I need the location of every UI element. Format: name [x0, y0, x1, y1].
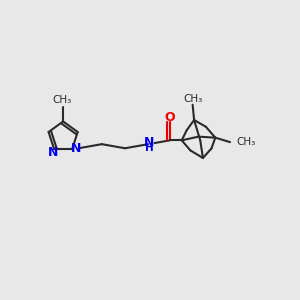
Text: CH₃: CH₃ — [236, 137, 256, 147]
Text: CH₃: CH₃ — [52, 95, 71, 105]
Text: N: N — [71, 142, 81, 155]
Text: O: O — [165, 111, 175, 124]
Text: N: N — [144, 136, 154, 149]
Text: CH₃: CH₃ — [183, 94, 202, 104]
Text: N: N — [48, 146, 59, 160]
Text: H: H — [145, 143, 154, 153]
